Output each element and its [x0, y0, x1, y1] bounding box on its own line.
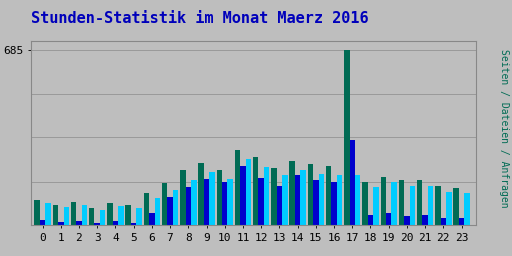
Bar — [82, 205, 87, 225]
Bar — [209, 172, 215, 225]
Bar — [344, 50, 350, 225]
Bar — [259, 178, 264, 225]
Bar — [459, 218, 464, 225]
Bar — [435, 186, 441, 225]
Bar — [185, 187, 191, 225]
Bar — [107, 203, 113, 225]
Bar — [198, 163, 204, 225]
Bar — [113, 221, 118, 225]
Bar — [173, 190, 178, 225]
Bar — [441, 218, 446, 225]
Bar — [63, 207, 69, 225]
Bar — [331, 182, 337, 225]
Bar — [355, 175, 360, 225]
Bar — [58, 222, 63, 225]
Bar — [350, 140, 355, 225]
Bar — [155, 198, 160, 225]
Bar — [191, 180, 197, 225]
Bar — [45, 203, 51, 225]
Bar — [380, 177, 386, 225]
Text: Stunden-Statistik im Monat Maerz 2016: Stunden-Statistik im Monat Maerz 2016 — [31, 10, 368, 26]
Bar — [180, 170, 185, 225]
Bar — [125, 205, 131, 225]
Bar — [40, 220, 45, 225]
Bar — [417, 180, 422, 225]
Bar — [167, 197, 173, 225]
Bar — [454, 188, 459, 225]
Bar — [301, 170, 306, 225]
Bar — [373, 187, 379, 225]
Bar — [276, 186, 282, 225]
Bar — [246, 159, 251, 225]
Bar — [89, 208, 95, 225]
Bar — [392, 182, 397, 225]
Bar — [53, 205, 58, 225]
Bar — [446, 192, 452, 225]
Text: Seiten / Dateien / Anfragen: Seiten / Dateien / Anfragen — [499, 49, 509, 207]
Bar — [362, 182, 368, 225]
Bar — [318, 174, 324, 225]
Bar — [217, 170, 222, 225]
Bar — [422, 215, 428, 225]
Bar — [71, 202, 76, 225]
Bar — [227, 179, 233, 225]
Bar — [144, 193, 149, 225]
Bar — [131, 223, 136, 225]
Bar — [428, 186, 433, 225]
Bar — [404, 216, 410, 225]
Bar — [386, 213, 392, 225]
Bar — [271, 168, 276, 225]
Bar — [162, 183, 167, 225]
Bar — [282, 175, 288, 225]
Bar — [368, 215, 373, 225]
Bar — [235, 150, 240, 225]
Bar — [308, 164, 313, 225]
Bar — [313, 180, 318, 225]
Bar — [326, 166, 331, 225]
Bar — [240, 166, 246, 225]
Bar — [76, 221, 82, 225]
Bar — [95, 223, 100, 225]
Bar — [464, 193, 470, 225]
Bar — [410, 186, 415, 225]
Bar — [118, 206, 123, 225]
Bar — [100, 210, 105, 225]
Bar — [136, 208, 142, 225]
Bar — [34, 200, 40, 225]
Bar — [289, 161, 295, 225]
Bar — [264, 167, 269, 225]
Bar — [253, 157, 259, 225]
Bar — [337, 175, 342, 225]
Bar — [222, 182, 227, 225]
Bar — [204, 179, 209, 225]
Bar — [399, 180, 404, 225]
Bar — [295, 175, 301, 225]
Bar — [149, 213, 155, 225]
